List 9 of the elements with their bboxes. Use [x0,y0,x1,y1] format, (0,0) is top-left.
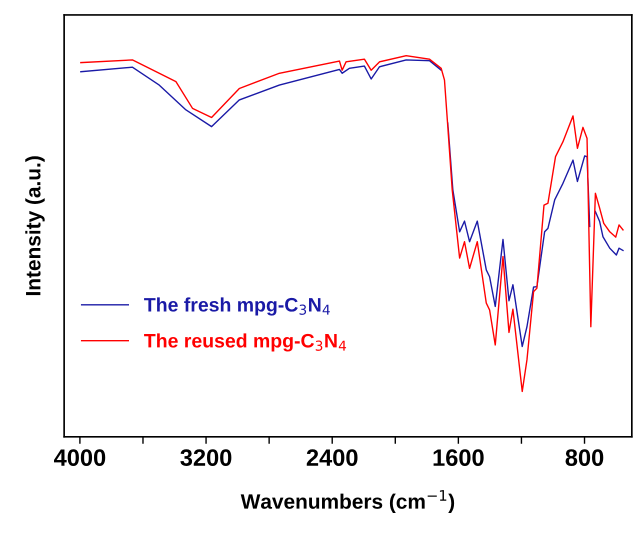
x-tick-label: 1600 [434,449,484,466]
y-axis-title: Intensity (a.u.) [25,156,45,296]
x-tick-label: 2400 [306,449,358,466]
x-axis-title: Wavenumbers (cm$^{−1}$) [240,490,454,513]
x-tick-label: 3200 [180,449,232,466]
legend-label: The fresh mpg-C$_{3}$N$_{4}$ [144,297,330,316]
x-tick-label: 4000 [54,449,106,466]
legend-label: The reused mpg-C$_{3}$N$_{4}$ [144,333,346,352]
x-tick-label: 800 [566,449,604,466]
